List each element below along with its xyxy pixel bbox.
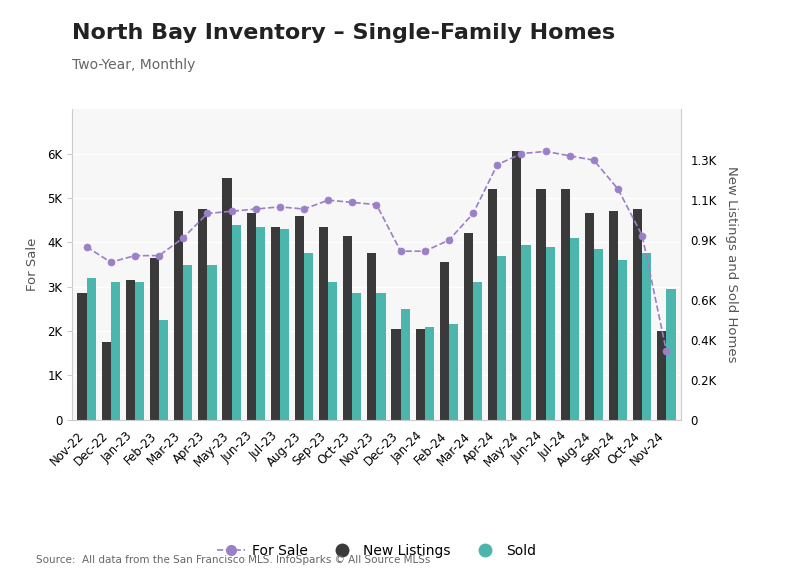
Bar [87, 278, 96, 420]
Text: Two-Year, Monthly: Two-Year, Monthly [72, 58, 195, 71]
Bar [585, 213, 594, 420]
For Sale [275, 204, 284, 210]
Bar [319, 227, 328, 420]
Bar [497, 256, 506, 420]
For Sale [155, 252, 164, 259]
Bar [304, 254, 313, 420]
For Sale [82, 243, 91, 250]
For Sale [396, 248, 405, 255]
For Sale [179, 235, 188, 242]
Bar [392, 329, 400, 420]
For Sale [614, 186, 623, 193]
For Sale [517, 150, 526, 157]
Bar [464, 233, 473, 420]
Bar [328, 282, 337, 420]
For Sale [420, 248, 429, 255]
Bar [198, 209, 207, 420]
For Sale [300, 206, 309, 213]
Bar [561, 189, 570, 420]
For Sale [203, 210, 212, 217]
Bar [111, 282, 120, 420]
Bar [159, 320, 168, 420]
Bar [642, 254, 651, 420]
Bar [207, 264, 216, 420]
Bar [343, 236, 352, 420]
Bar [609, 211, 618, 420]
For Sale [589, 157, 598, 164]
Bar [295, 216, 304, 420]
Bar [376, 293, 385, 420]
Y-axis label: New Listings and Sold Homes: New Listings and Sold Homes [725, 166, 739, 363]
For Sale [372, 201, 381, 208]
For Sale [324, 197, 333, 204]
Bar [416, 329, 425, 420]
Bar [657, 331, 666, 420]
For Sale [541, 148, 550, 155]
For Sale [251, 206, 260, 213]
Bar [618, 260, 627, 420]
Bar [512, 151, 521, 420]
Bar [150, 258, 159, 420]
Legend: For Sale, New Listings, Sold: For Sale, New Listings, Sold [211, 538, 541, 564]
Bar [174, 211, 183, 420]
Bar [440, 262, 449, 420]
Bar [256, 227, 265, 420]
Bar [570, 238, 579, 420]
Bar [594, 249, 603, 420]
Bar [521, 244, 530, 420]
Bar [368, 254, 376, 420]
Bar [352, 293, 361, 420]
Text: North Bay Inventory – Single-Family Homes: North Bay Inventory – Single-Family Home… [72, 23, 615, 43]
Bar [183, 264, 192, 420]
Bar [537, 189, 545, 420]
Bar [473, 282, 482, 420]
Bar [666, 289, 675, 420]
For Sale [130, 252, 139, 259]
Bar [425, 327, 434, 420]
Bar [280, 229, 289, 420]
Bar [633, 209, 642, 420]
Line: For Sale: For Sale [83, 148, 670, 354]
Text: Source:  All data from the San Francisco MLS. InfoSparks © All Source MLSs: Source: All data from the San Francisco … [36, 555, 430, 565]
Bar [449, 324, 458, 420]
Bar [545, 247, 555, 420]
Bar [247, 213, 256, 420]
Bar [102, 342, 111, 420]
For Sale [493, 161, 502, 168]
Bar [78, 293, 87, 420]
Bar [400, 309, 410, 420]
For Sale [348, 199, 357, 206]
For Sale [227, 208, 236, 214]
For Sale [469, 210, 478, 217]
For Sale [106, 259, 115, 266]
For Sale [565, 152, 574, 159]
Bar [488, 189, 497, 420]
Y-axis label: For Sale: For Sale [26, 238, 39, 291]
For Sale [444, 237, 453, 244]
Bar [223, 178, 231, 420]
For Sale [638, 232, 647, 239]
For Sale [662, 347, 671, 354]
Bar [231, 225, 241, 420]
Bar [271, 227, 280, 420]
Bar [126, 280, 135, 420]
Bar [135, 282, 144, 420]
